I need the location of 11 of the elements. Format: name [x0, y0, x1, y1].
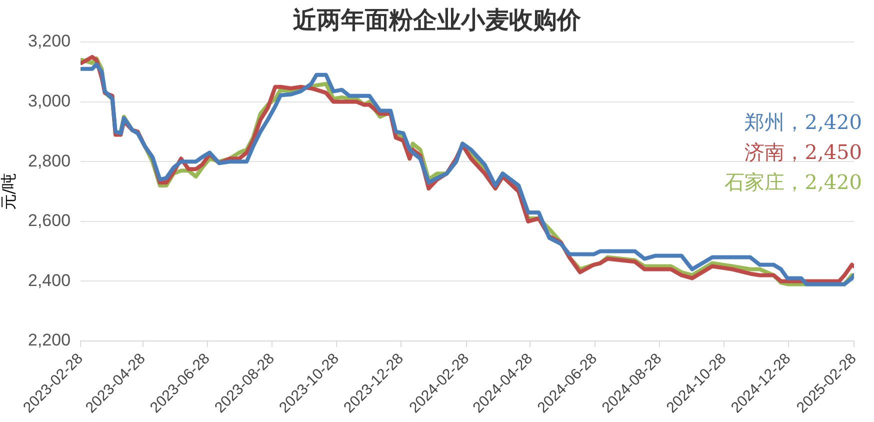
annotation: 郑州，2,420	[744, 110, 862, 134]
y-tick-label: 2,600	[28, 211, 71, 230]
y-tick-label: 3,000	[28, 91, 71, 110]
y-tick-label: 3,200	[28, 32, 71, 51]
chart-title: 近两年面粉企业小麦收购价	[293, 5, 582, 34]
y-tick-label: 2,400	[28, 270, 71, 290]
annotation: 石家庄，2,420	[724, 170, 862, 194]
annotation: 济南，2,450	[744, 140, 862, 164]
y-tick-label: 2,800	[28, 151, 71, 170]
y-axis-title: 元/吨	[0, 172, 18, 210]
y-tick-label: 2,200	[28, 330, 71, 350]
